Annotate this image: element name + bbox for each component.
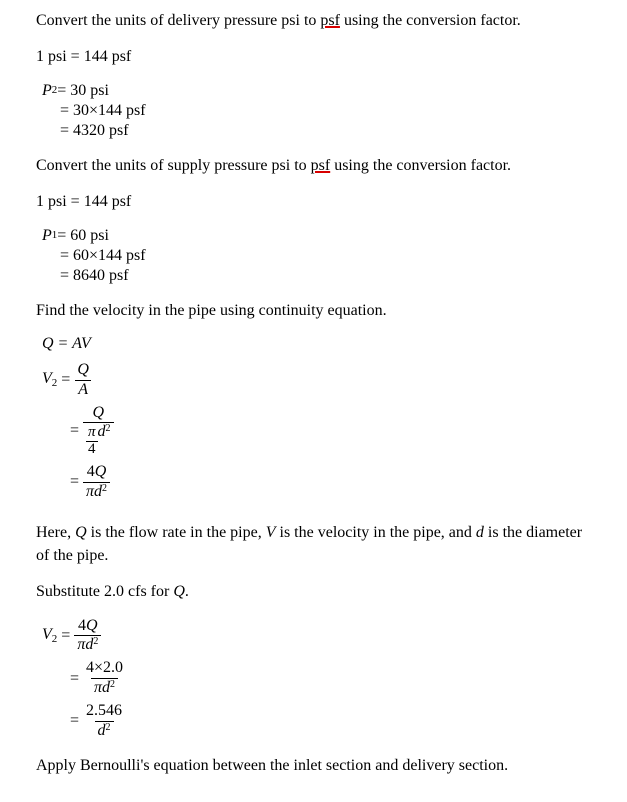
- equation-row: = 60×144 psf: [42, 248, 596, 264]
- equals-sign: =: [70, 671, 79, 687]
- equals-sign: =: [61, 372, 70, 388]
- text: = 30×144 psf: [60, 103, 146, 119]
- equation-row: = 30×144 psf: [42, 103, 596, 119]
- underlined-term: psf: [320, 12, 340, 29]
- superscript: 2: [110, 679, 115, 690]
- fraction: 2.546 d2: [83, 703, 125, 740]
- var-Q: Q: [95, 463, 107, 480]
- text: = 30 psi: [57, 83, 109, 99]
- var-V: V: [42, 370, 52, 387]
- superscript: 2: [106, 423, 111, 434]
- subscript: 2: [52, 377, 58, 389]
- var-P: P: [42, 83, 52, 99]
- numerator: 4Q: [75, 618, 101, 636]
- conversion-factor: 1 psi = 144 psf: [36, 191, 596, 213]
- inner-fraction: π 4: [86, 425, 98, 458]
- text: is the velocity in the pipe, and: [276, 524, 476, 541]
- equation-block-p2: P2 = 30 psi = 30×144 psf = 4320 psf: [42, 83, 596, 139]
- underlined-term: psf: [311, 157, 331, 174]
- numerator: 4Q: [84, 464, 110, 482]
- pi: π: [86, 483, 94, 500]
- equation-row: = 4Q πd2: [42, 464, 596, 501]
- equation-block-continuity: Q = AV V2 = Q A = Q π 4 d2: [42, 336, 596, 500]
- var-d: d: [476, 524, 484, 541]
- numerator: 4×2.0: [83, 660, 126, 678]
- document-page: Convert the units of delivery pressure p…: [0, 0, 596, 802]
- fraction: 4Q πd2: [74, 618, 101, 655]
- equals-sign: =: [61, 628, 70, 644]
- var-V: V: [266, 524, 276, 541]
- paragraph: Find the velocity in the pipe using cont…: [36, 300, 596, 322]
- equals-sign: =: [70, 474, 79, 490]
- equation-block-p1: P1 = 60 psi = 60×144 psf = 8640 psf: [42, 228, 596, 284]
- var-d: d: [98, 423, 106, 440]
- text: Convert the units of supply pressure psi…: [36, 157, 311, 174]
- numerator: 2.546: [83, 703, 125, 721]
- equation-block-substitute: V2 = 4Q πd2 = 4×2.0 πd2 = 2.546 d2: [42, 618, 596, 740]
- equation-row: V2 = 4Q πd2: [42, 618, 596, 655]
- equation-row: = 4320 psf: [42, 123, 596, 139]
- numerator: Q: [74, 362, 92, 380]
- paragraph: Apply Bernoulli's equation between the i…: [36, 755, 596, 777]
- conversion-factor: 1 psi = 144 psf: [36, 46, 596, 68]
- var-Q: Q: [75, 524, 87, 541]
- paragraph: Substitute 2.0 cfs for Q.: [36, 581, 596, 603]
- var-V: V: [42, 626, 52, 643]
- subscript: 2: [52, 633, 58, 645]
- equation: Q = AV: [42, 336, 91, 352]
- paragraph: Convert the units of delivery pressure p…: [36, 10, 596, 32]
- fraction: 4Q πd2: [83, 464, 110, 501]
- equals-sign: =: [70, 713, 79, 729]
- equation-row: = 4×2.0 πd2: [42, 660, 596, 697]
- var-d: d: [102, 679, 110, 696]
- denominator: A: [75, 380, 91, 399]
- paragraph: Here, Q is the flow rate in the pipe, V …: [36, 522, 596, 567]
- equation-row: Q = AV: [42, 336, 596, 352]
- numerator: π: [86, 425, 98, 441]
- text: Substitute 2.0 cfs for: [36, 583, 173, 600]
- var-P: P: [42, 228, 52, 244]
- text: is the flow rate in the pipe,: [87, 524, 266, 541]
- equation-row: = Q π 4 d2: [42, 405, 596, 458]
- fraction: Q π 4 d2: [83, 405, 114, 458]
- var-Q: Q: [86, 617, 98, 634]
- superscript: 2: [93, 636, 98, 647]
- text: using the conversion factor.: [340, 12, 521, 29]
- fraction: Q A: [74, 362, 92, 399]
- equation-row: P2 = 30 psi: [42, 83, 596, 99]
- denominator: π 4 d2: [83, 422, 114, 458]
- text: Convert the units of delivery pressure p…: [36, 12, 320, 29]
- var-d: d: [98, 722, 106, 739]
- text: 4: [87, 463, 95, 480]
- text: 4: [78, 617, 86, 634]
- equation-row: = 2.546 d2: [42, 703, 596, 740]
- pi: π: [94, 679, 102, 696]
- denominator: πd2: [91, 678, 118, 697]
- denominator: 4: [86, 441, 98, 458]
- text: using the conversion factor.: [330, 157, 511, 174]
- fraction: 4×2.0 πd2: [83, 660, 126, 697]
- text: = 4320 psf: [60, 123, 129, 139]
- text: = 60×144 psf: [60, 248, 146, 264]
- superscript: 2: [102, 483, 107, 494]
- text: Here,: [36, 524, 75, 541]
- superscript: 2: [106, 722, 111, 733]
- denominator: πd2: [74, 635, 101, 654]
- text: .: [185, 583, 189, 600]
- paragraph: Convert the units of supply pressure psi…: [36, 155, 596, 177]
- equals-sign: =: [70, 423, 79, 439]
- var-d: d: [94, 483, 102, 500]
- denominator: πd2: [83, 482, 110, 501]
- var-Q: Q: [173, 583, 185, 600]
- equation-row: = 8640 psf: [42, 268, 596, 284]
- equation-row: V2 = Q A: [42, 362, 596, 399]
- text: = 8640 psf: [60, 268, 129, 284]
- denominator: d2: [95, 721, 114, 740]
- equation-row: P1 = 60 psi: [42, 228, 596, 244]
- numerator: Q: [90, 405, 108, 423]
- text: = 60 psi: [57, 228, 109, 244]
